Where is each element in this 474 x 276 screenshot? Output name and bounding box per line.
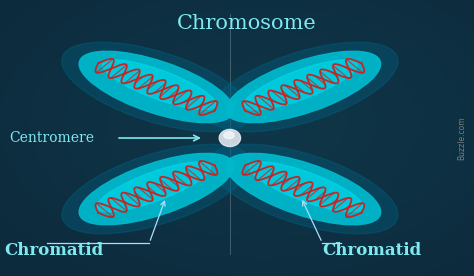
- Ellipse shape: [209, 42, 398, 132]
- Ellipse shape: [219, 129, 240, 147]
- Ellipse shape: [97, 162, 210, 212]
- Ellipse shape: [226, 153, 381, 225]
- Ellipse shape: [209, 144, 398, 234]
- Ellipse shape: [102, 60, 216, 110]
- Ellipse shape: [79, 51, 234, 123]
- Ellipse shape: [62, 144, 251, 234]
- Ellipse shape: [79, 153, 234, 225]
- Ellipse shape: [249, 162, 363, 212]
- Text: Chromosome: Chromosome: [177, 14, 316, 33]
- Text: Centromere: Centromere: [9, 131, 94, 145]
- Ellipse shape: [224, 132, 234, 139]
- Ellipse shape: [62, 42, 251, 132]
- Text: Chromatid: Chromatid: [5, 242, 104, 259]
- Ellipse shape: [244, 60, 357, 110]
- Text: Chromatid: Chromatid: [322, 242, 421, 259]
- Text: Buzzle.com: Buzzle.com: [458, 116, 466, 160]
- Ellipse shape: [226, 51, 381, 123]
